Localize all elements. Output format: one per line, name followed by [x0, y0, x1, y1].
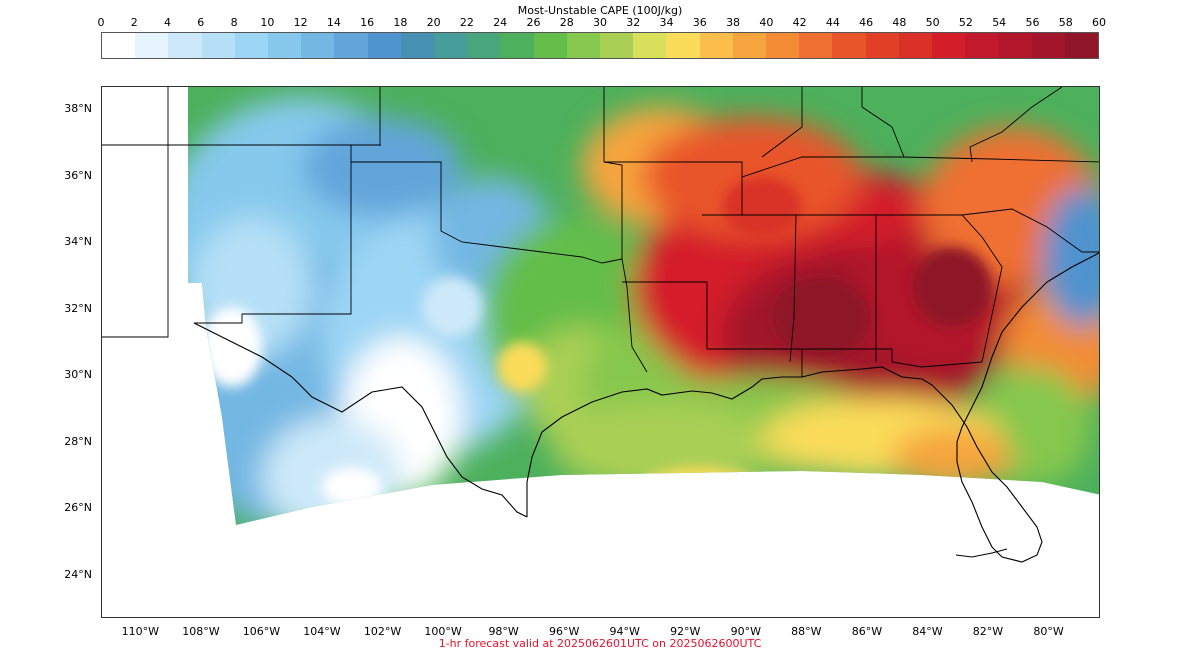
colorbar-tick-label: 28: [559, 16, 574, 29]
latitude-label: 32°N: [64, 301, 92, 315]
colorbar-segment: [201, 33, 235, 58]
colorbar-tick-label: 54: [992, 16, 1007, 29]
colorbar-tick-label: 24: [493, 16, 508, 29]
colorbar-segment: [766, 33, 800, 58]
latitude-label: 34°N: [64, 235, 92, 249]
colorbar-segment: [666, 33, 700, 58]
longitude-label: 98°W: [488, 625, 519, 638]
latitude-label: 38°N: [64, 102, 92, 116]
colorbar-segment: [533, 33, 567, 58]
longitude-label: 96°W: [548, 625, 580, 638]
colorbar-segment: [168, 33, 202, 58]
longitude-label: 92°W: [670, 625, 701, 638]
colorbar-ticks: 0 2 4 6 8 10 12 14 16 18 20 22 24 26 28 30 32 34 36 38 40 42 4…: [0, 16, 1200, 30]
colorbar-tick-label: 6: [197, 16, 205, 29]
colorbar-segment: [301, 33, 335, 58]
colorbar-tick-label: 44: [825, 16, 840, 29]
colorbar-segment: [1064, 33, 1099, 58]
colorbar-tick-label: 58: [1058, 16, 1073, 29]
longitude-label: 82°W: [972, 625, 1004, 638]
colorbar-segment: [732, 33, 767, 58]
colorbar-tick-label: 2: [130, 16, 138, 29]
colorbar-tick-label: 60: [1092, 16, 1106, 29]
longitude-label: 110°W: [121, 625, 160, 638]
longitude-label: 106°W: [242, 625, 281, 638]
colorbar-segment: [467, 33, 501, 58]
longitude-label: 94°W: [609, 625, 640, 638]
colorbar-tick-label: 56: [1025, 16, 1040, 29]
colorbar-segment: [799, 33, 833, 58]
latitude-label: 30°N: [64, 368, 92, 382]
longitude-label: 90°W: [730, 625, 761, 638]
colorbar-tick-label: 18: [393, 16, 408, 29]
colorbar-segment: [268, 33, 302, 58]
colorbar-tick-label: 22: [459, 16, 474, 29]
longitude-label: 84°W: [912, 625, 943, 638]
coastline: [193, 252, 1099, 563]
colorbar-tick-label: 4: [164, 16, 172, 29]
longitude-label: 102°W: [363, 625, 402, 638]
colorbar-tick-label: 52: [958, 16, 973, 29]
colorbar-segment: [102, 33, 136, 58]
colorbar-segment: [998, 33, 1032, 58]
colorbar: [101, 32, 1099, 59]
colorbar-tick-label: 14: [326, 16, 341, 29]
forecast-valid-text: 1-hr forecast valid at 2025062601UTC on …: [438, 637, 762, 650]
colorbar-tick-label: 40: [759, 16, 774, 29]
colorbar-segment: [367, 33, 401, 58]
colorbar-tick-label: 30: [593, 16, 607, 29]
colorbar-segment: [1031, 33, 1065, 58]
longitude-label: 80°W: [1033, 625, 1064, 638]
colorbar-tick-label: 46: [859, 16, 874, 29]
colorbar-tick-label: 0: [97, 16, 105, 29]
colorbar-segment: [932, 33, 966, 58]
colorbar-segment: [832, 33, 866, 58]
colorbar-segment: [865, 33, 899, 58]
cape-map: [102, 87, 1099, 563]
colorbar-segment: [135, 33, 169, 58]
colorbar-tick-label: 38: [726, 16, 741, 29]
longitude-label: 100°W: [424, 625, 462, 638]
colorbar-tick-label: 12: [293, 16, 308, 29]
longitude-label: 86°W: [851, 625, 883, 638]
latitude-label: 28°N: [64, 434, 92, 448]
colorbar-segment: [633, 33, 667, 58]
longitude-label: 108°W: [182, 625, 220, 638]
colorbar-title: Most-Unstable CAPE (100J/kg): [517, 4, 683, 17]
state-boundaries: [102, 87, 1099, 377]
latitude-label: 36°N: [64, 168, 92, 182]
colorbar-tick-label: 32: [626, 16, 641, 29]
colorbar-segment: [600, 33, 634, 58]
latitude-label: 26°N: [64, 501, 92, 515]
colorbar-segment: [566, 33, 601, 58]
colorbar-segment: [234, 33, 269, 58]
colorbar-tick-label: 42: [792, 16, 807, 29]
colorbar-tick-label: 36: [692, 16, 707, 29]
cape-field: [102, 87, 1099, 525]
colorbar-tick-label: 8: [230, 16, 238, 29]
colorbar-segment: [898, 33, 933, 58]
colorbar-segment: [500, 33, 534, 58]
latitude-label: 24°N: [64, 567, 92, 581]
map-panel: [101, 86, 1100, 618]
colorbar-segment: [965, 33, 999, 58]
colorbar-tick-label: 48: [892, 16, 907, 29]
colorbar-segment: [434, 33, 468, 58]
colorbar-tick-label: 20: [426, 16, 441, 29]
colorbar-segment: [334, 33, 368, 58]
colorbar-tick-label: 26: [526, 16, 541, 29]
colorbar-tick-label: 50: [925, 16, 940, 29]
colorbar-segment: [400, 33, 435, 58]
longitude-label: 88°W: [791, 625, 822, 638]
longitude-label: 104°W: [303, 625, 341, 638]
colorbar-tick-label: 16: [360, 16, 375, 29]
colorbar-tick-label: 34: [659, 16, 674, 29]
colorbar-segment: [699, 33, 733, 58]
colorbar-tick-label: 10: [260, 16, 275, 29]
